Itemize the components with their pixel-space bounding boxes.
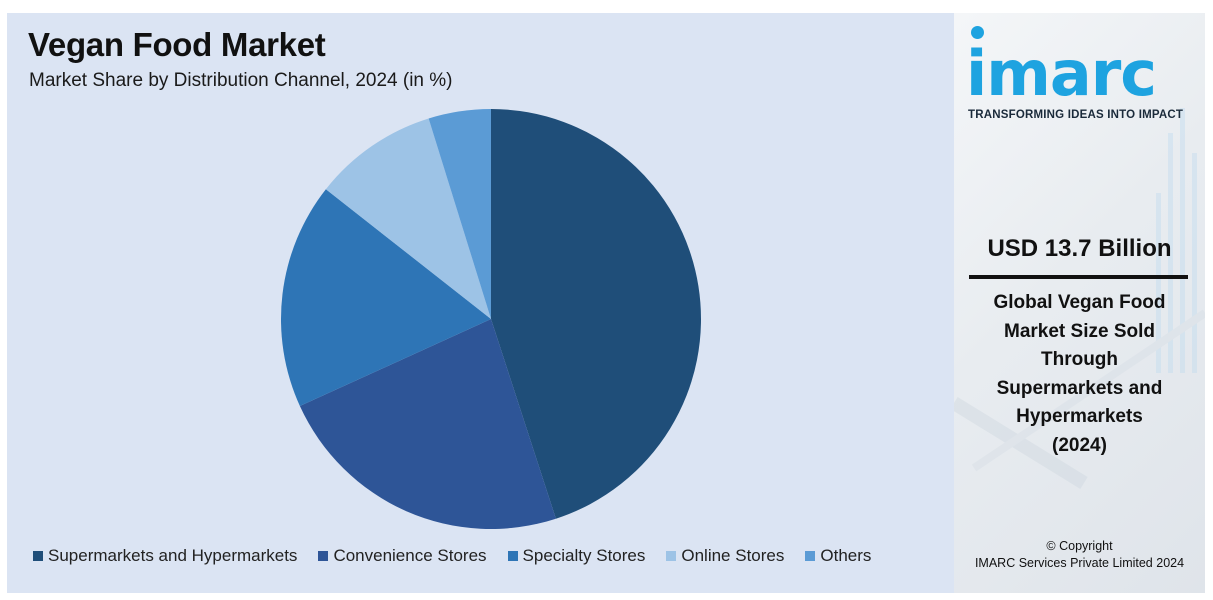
description-line: (2024): [1052, 434, 1107, 456]
pie-slice-others: [428, 109, 491, 319]
legend-label: Others: [820, 546, 872, 565]
legend-label: Supermarkets and Hypermarkets: [48, 546, 298, 565]
description-line: Supermarkets and: [996, 377, 1163, 399]
legend-swatch: [666, 551, 677, 561]
pie-slice-specialty-stores: [281, 189, 491, 407]
legend-item: Others: [805, 546, 871, 566]
chart-subtitle: Market Share by Distribution Channel, 20…: [29, 70, 453, 91]
legend-swatch: [33, 551, 43, 561]
market-value: USD 13.7 Billion: [987, 235, 1172, 262]
market-description: Global Vegan Food Market Size Sold Throu…: [964, 289, 1195, 460]
chart-frame: Vegan Food Market Market Share by Distri…: [7, 13, 1205, 593]
legend-swatch: [507, 551, 518, 561]
legend-swatch: [805, 551, 816, 561]
legend-swatch: [318, 551, 329, 561]
value-divider: [969, 275, 1188, 279]
info-panel: imarc TRANSFORMING IDEAS INTO IMPACT USD…: [954, 13, 1205, 593]
legend-item: Convenience Stores: [318, 546, 487, 566]
copyright-line: IMARC Services Private Limited 2024: [974, 556, 1185, 570]
legend-label: Convenience Stores: [333, 546, 487, 565]
logo-dot: [971, 26, 984, 39]
logo-wordmark: imarc: [966, 37, 1157, 110]
description-line: Market Size Sold: [1004, 320, 1155, 342]
pie-chart: [281, 109, 702, 529]
logo-tagline: TRANSFORMING IDEAS INTO IMPACT: [968, 109, 1184, 121]
description-line: Global Vegan Food: [993, 292, 1166, 313]
chart-panel: Vegan Food Market Market Share by Distri…: [7, 13, 954, 593]
copyright-line: © Copyright: [1046, 539, 1113, 553]
pie-slice-online-stores: [325, 118, 491, 319]
legend-item: Supermarkets and Hypermarkets: [33, 546, 297, 566]
description-line: Through: [1040, 349, 1119, 370]
legend-item: Online Stores: [666, 546, 784, 566]
background-decoration: [954, 108, 1205, 489]
legend-label: Specialty Stores: [522, 546, 646, 565]
description-line: Hypermarkets: [1016, 406, 1143, 427]
pie-slice-convenience-stores: [299, 319, 556, 529]
pie-slice-supermarkets-and-hypermarkets: [491, 109, 702, 519]
copyright-notice: © Copyright IMARC Services Private Limit…: [954, 538, 1205, 572]
legend-label: Online Stores: [681, 546, 785, 565]
legend-item: Specialty Stores: [507, 546, 646, 566]
chart-legend: Supermarkets and Hypermarkets Convenience…: [33, 546, 892, 566]
chart-title: Vegan Food Market: [28, 26, 326, 63]
